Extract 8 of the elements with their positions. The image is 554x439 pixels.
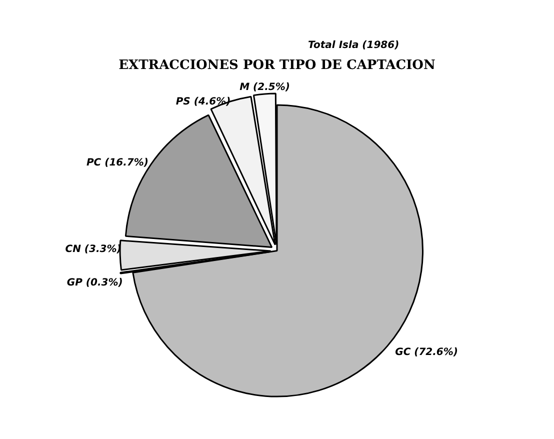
slice-label: PC (16.7%): [86, 157, 148, 168]
slice-label: GP (0.3%): [66, 277, 123, 288]
chart-title: EXTRACCIONES POR TIPO DE CAPTACION: [118, 58, 436, 74]
slice-label: PS (4.6%): [176, 96, 231, 108]
text: Total Isla (1986): [308, 40, 400, 51]
slice-label: CN (3.3%): [65, 244, 122, 255]
slice-label: GC (72.6%): [395, 346, 458, 358]
slice-label: M (2.5%): [240, 82, 290, 94]
